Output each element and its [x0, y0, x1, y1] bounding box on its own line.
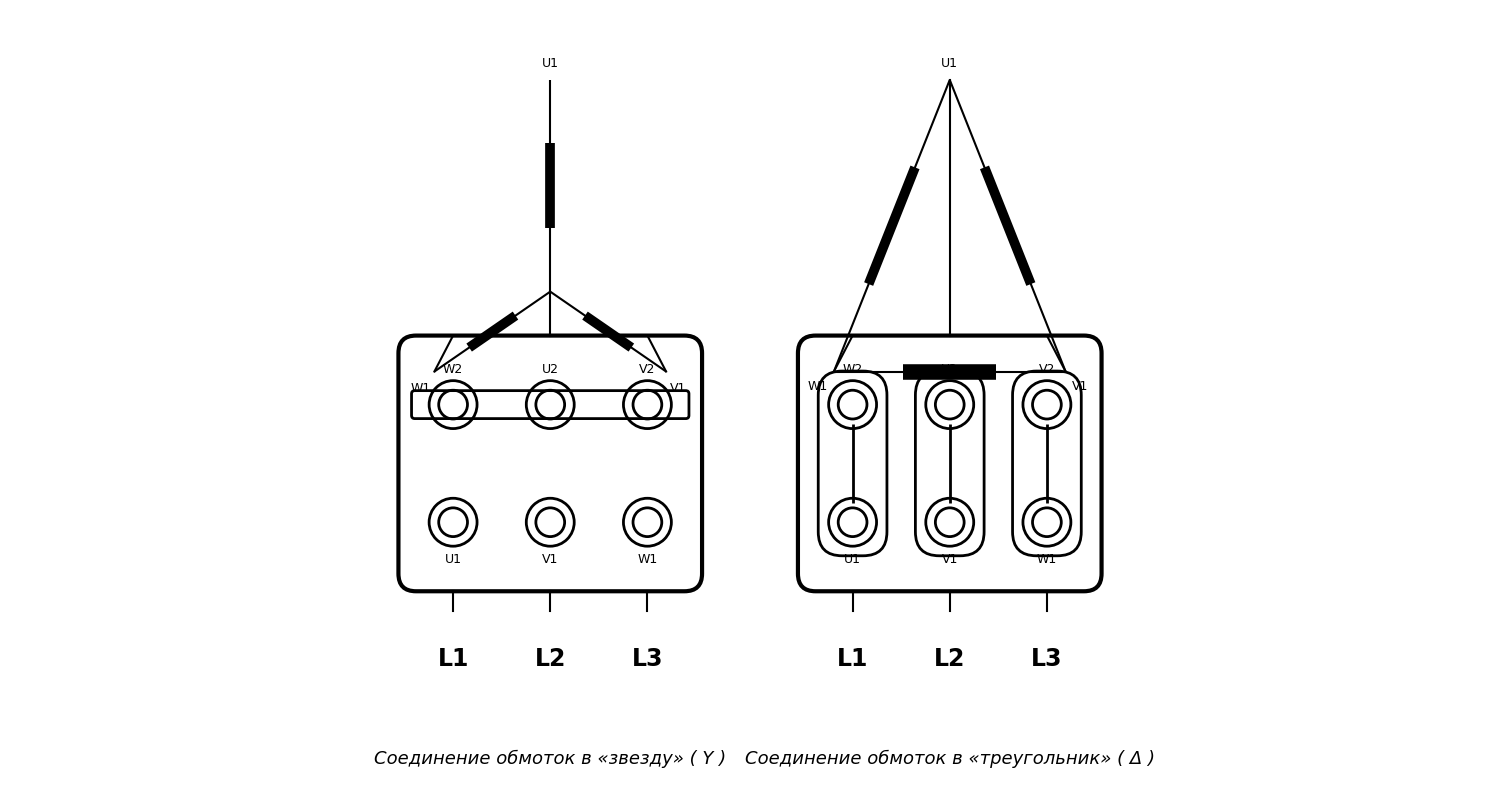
Text: L2: L2 [934, 647, 966, 671]
Text: W1: W1 [410, 382, 430, 395]
Text: V1: V1 [942, 553, 958, 566]
Text: V2: V2 [639, 363, 656, 376]
Text: V1: V1 [1072, 380, 1089, 392]
Text: V1: V1 [542, 553, 558, 566]
Text: W2: W2 [442, 363, 464, 376]
Text: V1: V1 [670, 382, 687, 395]
Text: W1: W1 [807, 380, 828, 392]
Text: U1: U1 [542, 57, 558, 70]
Text: L1: L1 [438, 647, 470, 671]
Text: L2: L2 [534, 647, 566, 671]
Text: U2: U2 [942, 363, 958, 376]
Text: W1: W1 [638, 553, 657, 566]
Text: U1: U1 [444, 553, 462, 566]
Text: L3: L3 [1030, 647, 1062, 671]
Text: W1: W1 [1036, 553, 1058, 566]
Text: U2: U2 [542, 363, 558, 376]
Text: L3: L3 [632, 647, 663, 671]
Text: U1: U1 [844, 553, 861, 566]
Text: L1: L1 [837, 647, 868, 671]
Text: Соединение обмоток в «треугольник» ( Δ ): Соединение обмоток в «треугольник» ( Δ ) [744, 750, 1155, 768]
Text: W2: W2 [843, 363, 862, 376]
Text: V2: V2 [1038, 363, 1054, 376]
Text: U1: U1 [942, 57, 958, 70]
Text: Соединение обмоток в «звезду» ( Y ): Соединение обмоток в «звезду» ( Y ) [374, 750, 726, 768]
